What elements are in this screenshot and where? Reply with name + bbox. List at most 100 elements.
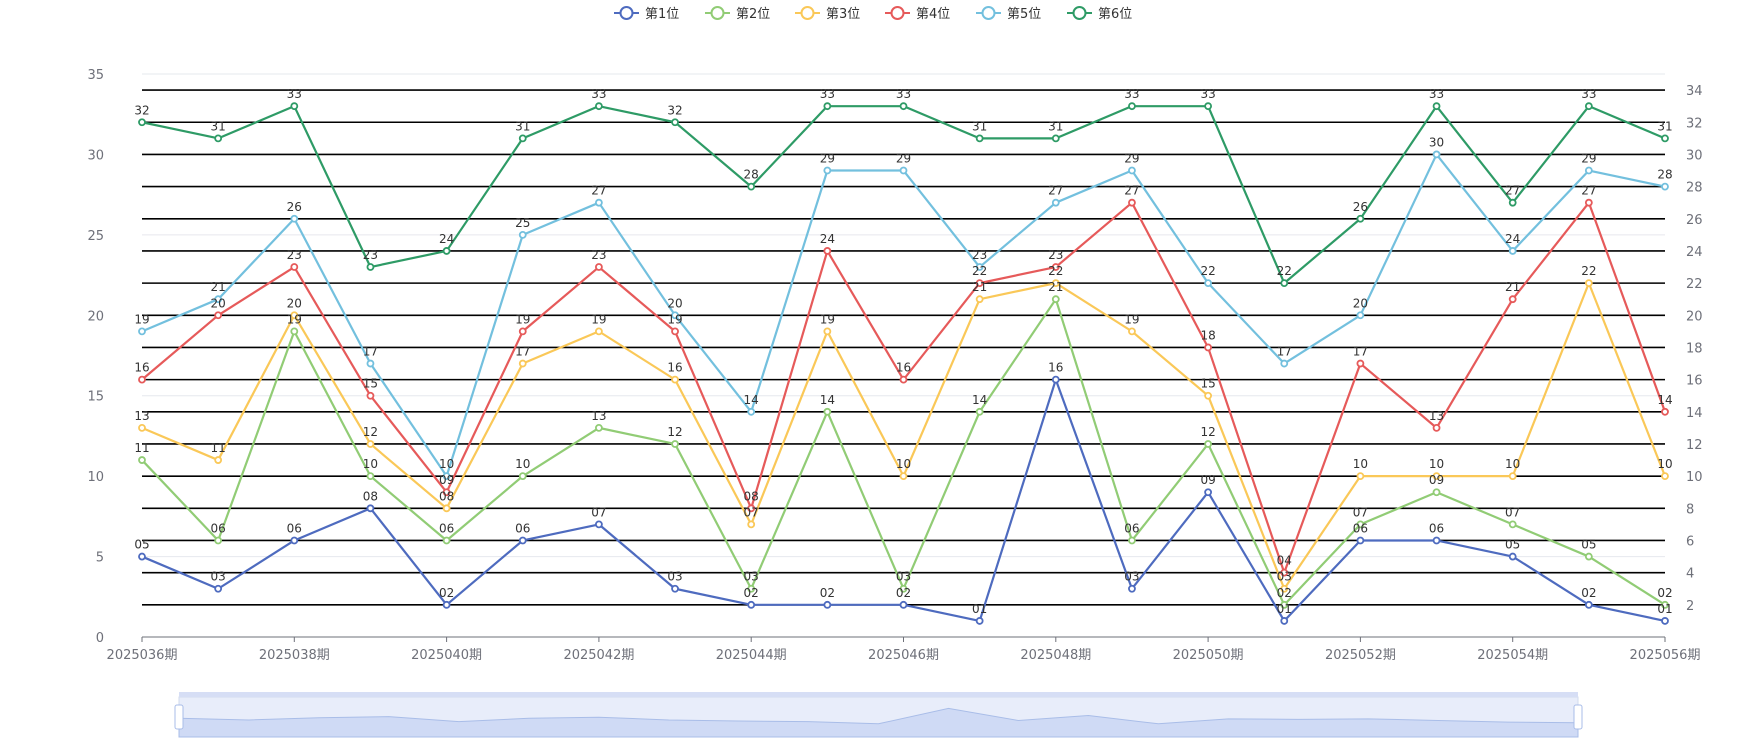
data-label: 19: [591, 312, 606, 326]
data-label: 31: [1657, 119, 1672, 133]
x-tick-label: 2025042期: [563, 648, 634, 663]
data-point: [747, 407, 756, 416]
data-label: 22: [1200, 264, 1215, 278]
data-label: 29: [1124, 152, 1139, 166]
data-point: [975, 295, 984, 304]
data-label: 16: [896, 361, 911, 375]
data-label: 03: [744, 570, 759, 584]
x-tick-label: 2025040期: [411, 648, 482, 663]
y-right-tick-label: 28: [1686, 181, 1703, 196]
x-tick-label: 2025050期: [1173, 648, 1244, 663]
data-point: [366, 391, 375, 400]
data-label: 06: [211, 521, 226, 535]
y-right-tick-label: 6: [1686, 534, 1694, 549]
data-label: 16: [667, 361, 682, 375]
legend-label: 第2位: [736, 7, 770, 22]
data-point: [671, 440, 679, 448]
y-right-tick-label: 24: [1686, 245, 1703, 260]
data-point: [518, 134, 527, 143]
data-point: [899, 472, 908, 481]
zoom-handle-left[interactable]: [174, 704, 184, 730]
data-label: 06: [1124, 521, 1139, 535]
data-point: [1204, 440, 1212, 448]
data-label: 22: [1581, 264, 1596, 278]
data-label: 19: [820, 312, 835, 326]
x-tick-label: 2025044期: [716, 648, 787, 663]
x-tick-label: 2025046期: [868, 648, 939, 663]
x-tick-label: 2025038期: [259, 648, 330, 663]
data-point: [1661, 617, 1669, 625]
grid: [142, 73, 1665, 638]
y-right-tick-label: 26: [1686, 213, 1703, 228]
data-label: 12: [667, 425, 682, 439]
x-tick-label: 2025036期: [107, 648, 178, 663]
y-left-tick-label: 15: [87, 390, 104, 405]
data-point: [1204, 279, 1212, 288]
data-point: [1432, 423, 1441, 432]
data-zoom-slider[interactable]: [174, 692, 1583, 738]
data-point: [442, 504, 451, 513]
data-label: 27: [1505, 184, 1520, 198]
data-label: 10: [515, 457, 530, 471]
data-point: [1584, 600, 1593, 609]
data-label: 21: [1048, 280, 1063, 294]
data-label: 09: [439, 473, 454, 487]
data-label: 01: [972, 602, 987, 616]
data-point: [1432, 488, 1441, 497]
data-point: [899, 600, 908, 609]
data-point: [1051, 198, 1060, 207]
data-point: [1051, 263, 1060, 271]
data-label: 16: [1048, 361, 1063, 375]
data-label: 21: [972, 280, 987, 294]
data-label: 20: [1353, 296, 1368, 310]
zoom-handle-right[interactable]: [1573, 704, 1583, 730]
data-label: 06: [287, 521, 302, 535]
data-point: [138, 552, 146, 561]
data-labels: 05 03 06 08 02 06 07 03 02 02 02 01 16 03 09 01 06 06 05 02…: [134, 87, 1672, 616]
y-left-tick-label: 5: [96, 551, 104, 566]
data-point: [1204, 488, 1212, 497]
data-point: [366, 472, 375, 481]
data-point: [823, 407, 832, 416]
y-right-tick-label: 32: [1686, 116, 1703, 131]
data-point: [138, 118, 146, 127]
data-label: 16: [134, 361, 149, 375]
data-label: 03: [1124, 570, 1139, 584]
data-label: 17: [515, 345, 530, 359]
data-point: [1280, 617, 1289, 625]
data-point: [366, 504, 375, 513]
data-label: 18: [1200, 328, 1215, 342]
data-point: [1508, 520, 1517, 529]
data-point: [442, 488, 451, 497]
data-point: [290, 327, 299, 336]
data-label: 15: [363, 377, 378, 391]
data-label: 23: [363, 248, 378, 262]
data-point: [518, 327, 527, 336]
data-label: 27: [1124, 184, 1139, 198]
data-label: 23: [972, 248, 987, 262]
data-label: 27: [591, 184, 606, 198]
data-point: [671, 118, 679, 127]
data-point: [823, 600, 832, 609]
data-point: [1661, 407, 1669, 416]
data-label: 08: [439, 489, 454, 503]
data-label: 29: [820, 152, 835, 166]
data-label: 22: [1048, 264, 1063, 278]
data-label: 12: [363, 425, 378, 439]
legend-symbol: [1072, 6, 1087, 20]
axes: 0510152025303524681012141618202224262830…: [87, 68, 1702, 663]
data-point: [442, 247, 451, 255]
data-point: [290, 263, 299, 271]
data-label: 14: [1657, 393, 1672, 407]
data-point: [595, 520, 603, 529]
data-point: [1584, 279, 1593, 288]
data-point: [1280, 359, 1289, 368]
data-label: 14: [744, 393, 759, 407]
data-label: 10: [439, 457, 454, 471]
data-label: 23: [591, 248, 606, 262]
data-point: [595, 263, 603, 271]
y-right-tick-label: 30: [1686, 148, 1703, 163]
data-label: 23: [1048, 248, 1063, 262]
y-right-tick-label: 10: [1686, 470, 1703, 485]
y-left-tick-label: 10: [87, 470, 104, 485]
